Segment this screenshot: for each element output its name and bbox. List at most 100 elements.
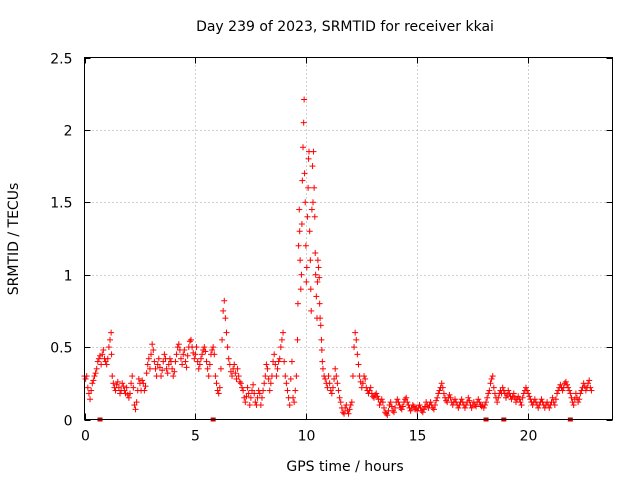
data-point	[264, 365, 271, 372]
data-point	[535, 404, 542, 411]
data-point	[576, 396, 583, 403]
data-point	[247, 394, 254, 401]
data-point	[145, 355, 152, 362]
data-point	[439, 384, 446, 391]
data-point	[98, 361, 105, 368]
data-point	[199, 351, 206, 358]
data-point	[175, 341, 182, 348]
data-point	[588, 387, 595, 394]
data-point	[219, 336, 226, 343]
data-point	[276, 355, 283, 362]
data-point	[519, 394, 526, 401]
data-point	[93, 365, 100, 372]
data-point	[182, 358, 189, 365]
data-point	[396, 402, 403, 409]
data-point	[505, 387, 512, 394]
data-point	[114, 378, 121, 385]
data-point	[552, 396, 559, 403]
x-axis-label: GPS time / hours	[286, 459, 403, 475]
data-point	[384, 412, 391, 419]
data-point	[277, 344, 284, 351]
data-point	[367, 384, 374, 391]
data-point	[332, 365, 339, 372]
data-point	[451, 396, 458, 403]
data-point	[257, 402, 264, 409]
data-point	[206, 361, 213, 368]
data-point	[221, 297, 228, 304]
data-point	[295, 242, 302, 249]
data-point	[312, 271, 319, 278]
data-point	[322, 375, 329, 382]
data-point	[95, 355, 102, 362]
data-points	[81, 96, 595, 419]
data-point	[246, 402, 253, 409]
data-point	[465, 394, 472, 401]
y-tick-label: 0	[64, 414, 73, 430]
data-point	[251, 390, 258, 397]
data-point	[302, 199, 309, 206]
data-point	[403, 394, 410, 401]
data-point	[301, 96, 308, 103]
data-point	[112, 387, 119, 394]
data-point	[278, 336, 285, 343]
data-point	[258, 394, 265, 401]
data-point	[317, 322, 324, 329]
data-point	[212, 373, 219, 380]
data-point	[120, 383, 127, 390]
data-point	[108, 329, 115, 336]
data-point	[209, 346, 216, 353]
data-point	[271, 351, 278, 358]
data-point	[481, 402, 488, 409]
data-point	[301, 170, 308, 177]
data-point	[318, 346, 325, 353]
data-point	[250, 381, 257, 388]
data-point	[430, 406, 437, 413]
data-point	[585, 380, 592, 387]
data-point	[129, 373, 136, 380]
data-point	[239, 384, 246, 391]
data-point	[263, 361, 270, 368]
data-point	[110, 380, 117, 387]
data-point	[148, 351, 155, 358]
data-point	[417, 404, 424, 411]
data-point	[333, 373, 340, 380]
data-point	[300, 144, 307, 151]
data-point	[103, 361, 110, 368]
data-point	[220, 307, 227, 314]
data-point	[526, 393, 533, 400]
data-point	[562, 378, 569, 385]
data-point	[287, 375, 294, 382]
data-point	[291, 399, 298, 406]
data-point	[296, 228, 303, 235]
data-point	[318, 336, 325, 343]
data-point	[394, 396, 401, 403]
data-point	[142, 383, 149, 390]
data-point	[234, 365, 241, 372]
data-point	[348, 399, 355, 406]
data-point	[201, 344, 208, 351]
data-point	[135, 375, 142, 382]
data-point	[475, 396, 482, 403]
data-point	[100, 346, 107, 353]
data-point	[525, 390, 532, 397]
data-point	[466, 397, 473, 404]
data-point	[305, 155, 312, 162]
data-point	[178, 355, 185, 362]
data-point	[130, 384, 137, 391]
data-point	[487, 380, 494, 387]
data-point	[90, 377, 97, 384]
data-point	[376, 402, 383, 409]
data-point	[281, 358, 288, 365]
y-tick-label: 0.5	[50, 341, 72, 357]
data-point	[586, 377, 593, 384]
data-point	[409, 402, 416, 409]
data-point	[395, 399, 402, 406]
data-point	[183, 364, 190, 371]
data-point	[334, 380, 341, 387]
data-point	[567, 390, 574, 397]
data-point	[161, 351, 168, 358]
data-point	[455, 404, 462, 411]
data-point	[485, 390, 492, 397]
data-point	[518, 402, 525, 409]
data-point	[298, 221, 305, 228]
